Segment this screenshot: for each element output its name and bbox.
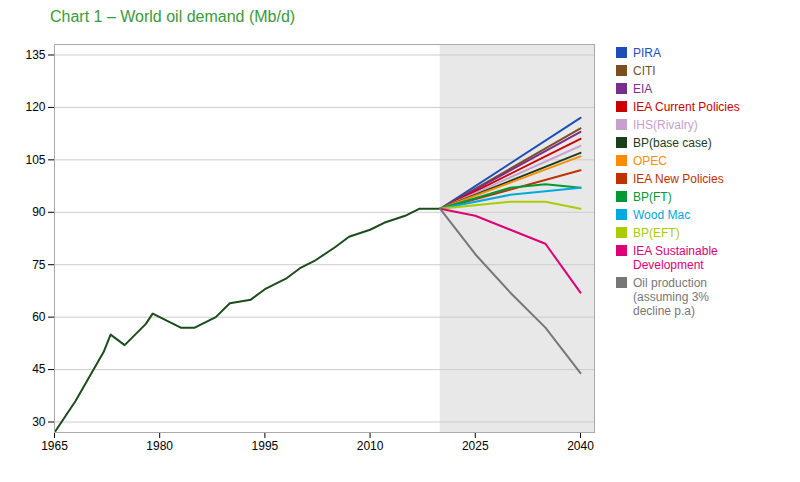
- html-text:Oil production (assuming 3% de: Oil production (assuming 3% decline p.a): [633, 276, 709, 318]
- svg-text:90: 90: [32, 205, 46, 219]
- html-text:OPEC: OPEC: [633, 154, 667, 168]
- svg-text:2025: 2025: [462, 439, 489, 453]
- html-text:BP(EFT): BP(EFT): [633, 226, 680, 240]
- html-text:IEA Current Policies: IEA Current Policies: [633, 100, 740, 114]
- svg-text:120: 120: [25, 100, 45, 114]
- svg-text:105: 105: [25, 153, 45, 167]
- html-text:IHS(Rivalry): IHS(Rivalry): [633, 118, 698, 132]
- html-text:PIRA: PIRA: [633, 46, 661, 60]
- svg-text:60: 60: [32, 310, 46, 324]
- html-text:BP(FT): BP(FT): [633, 190, 672, 204]
- svg-text:1980: 1980: [146, 439, 173, 453]
- html-text:IEA Sustainable Development: IEA Sustainable Development: [633, 244, 718, 272]
- svg-text:30: 30: [32, 415, 46, 429]
- svg-text:1995: 1995: [252, 439, 279, 453]
- svg-text:1965: 1965: [41, 439, 68, 453]
- svg-text:2010: 2010: [357, 439, 384, 453]
- html-text:Chart 1 – World oil demand (Mb: Chart 1 – World oil demand (Mb/d): [50, 8, 296, 25]
- svg-text:45: 45: [32, 362, 46, 376]
- svg-text:135: 135: [25, 48, 45, 62]
- html-text:BP(base case): BP(base case): [633, 136, 712, 150]
- html-text:Wood Mac: Wood Mac: [633, 208, 691, 222]
- svg-text:2040: 2040: [567, 439, 594, 453]
- html-text:EIA: EIA: [633, 82, 653, 96]
- svg-text:75: 75: [32, 258, 46, 272]
- html-text:IEA New Policies: IEA New Policies: [633, 172, 724, 186]
- html-text:CITI: CITI: [633, 64, 656, 78]
